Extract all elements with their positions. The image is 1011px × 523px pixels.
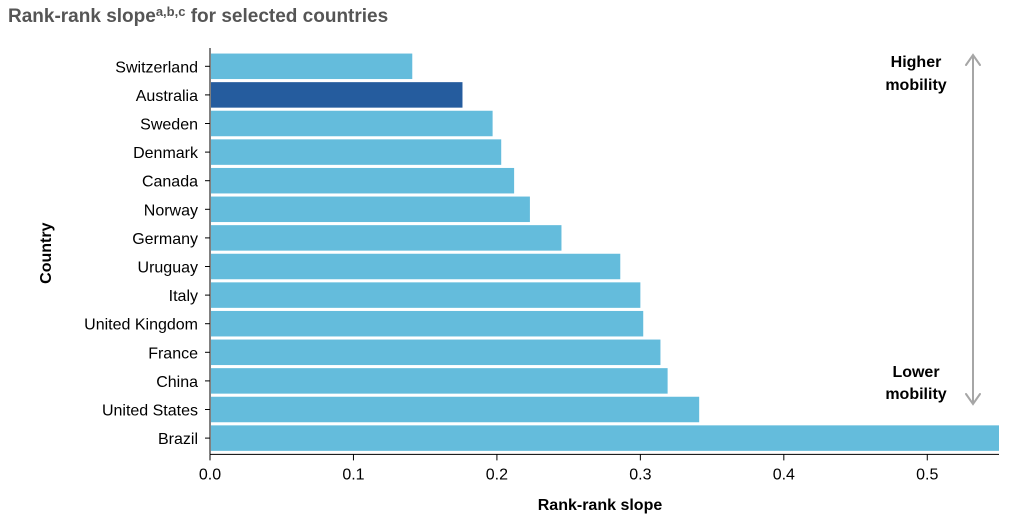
- bar-brazil: [211, 425, 999, 451]
- y-axis-title: Country: [38, 222, 55, 283]
- category-label-united-kingdom: United Kingdom: [84, 317, 198, 334]
- category-label-norway: Norway: [144, 202, 198, 219]
- bar-canada: [211, 167, 515, 194]
- category-label-china: China: [156, 374, 198, 391]
- category-label-canada: Canada: [142, 174, 198, 191]
- x-tick-label-0-2: 0.2: [486, 466, 508, 483]
- bars-group: [211, 53, 999, 451]
- category-labels-group: Switzerland Australia Sweden Denmark Canada N…: [84, 59, 210, 448]
- bar-united-states: [211, 396, 700, 423]
- bar-australia: [211, 82, 463, 108]
- category-label-united-states: United States: [102, 403, 198, 420]
- mobility-arrow: [965, 53, 981, 406]
- arrow-head-down: [965, 393, 981, 406]
- bar-norway: [211, 196, 530, 223]
- bar-switzerland: [211, 53, 413, 80]
- lower-mobility-label-line1: Lower: [892, 364, 939, 381]
- x-tick-label-0-5: 0.5: [916, 466, 938, 483]
- bar-denmark: [211, 139, 502, 165]
- higher-mobility-label-line2: mobility: [885, 77, 946, 94]
- category-label-germany: Germany: [132, 231, 198, 248]
- bar-germany: [211, 225, 562, 251]
- chart-title: Rank-rank slopea,b,c for selected countr…: [8, 4, 388, 28]
- category-label-switzerland: Switzerland: [115, 59, 198, 76]
- chart-title-main: Rank-rank slope: [8, 6, 156, 27]
- x-axis-title: Rank-rank slope: [538, 497, 663, 514]
- x-tick-label-0-3: 0.3: [629, 466, 651, 483]
- bar-china: [211, 368, 668, 394]
- category-label-australia: Australia: [136, 88, 198, 105]
- category-label-brazil: Brazil: [158, 431, 198, 448]
- x-ticks-group: 0.0 0.1 0.2 0.3 0.4 0.5: [199, 454, 938, 483]
- category-label-italy: Italy: [169, 288, 198, 305]
- bar-sweden: [211, 110, 493, 137]
- bar-france: [211, 339, 661, 366]
- x-tick-label-0-1: 0.1: [342, 466, 364, 483]
- bar-uruguay: [211, 253, 621, 280]
- arrow-head-up: [965, 53, 981, 66]
- chart-title-superscript: a,b,c: [155, 4, 186, 19]
- x-tick-label-0-0: 0.0: [199, 466, 221, 483]
- bar-italy: [211, 282, 641, 308]
- category-label-uruguay: Uruguay: [138, 260, 198, 277]
- x-tick-label-0-4: 0.4: [773, 466, 795, 483]
- category-label-sweden: Sweden: [140, 117, 198, 134]
- lower-mobility-label-line2: mobility: [885, 386, 946, 403]
- higher-mobility-label-line1: Higher: [891, 54, 942, 71]
- category-label-france: France: [148, 345, 198, 362]
- bar-united-kingdom: [211, 310, 644, 337]
- chart-title-suffix: for selected countries: [185, 6, 389, 27]
- category-label-denmark: Denmark: [133, 145, 199, 162]
